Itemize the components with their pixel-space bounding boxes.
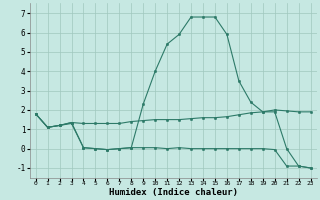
X-axis label: Humidex (Indice chaleur): Humidex (Indice chaleur): [108, 188, 238, 197]
